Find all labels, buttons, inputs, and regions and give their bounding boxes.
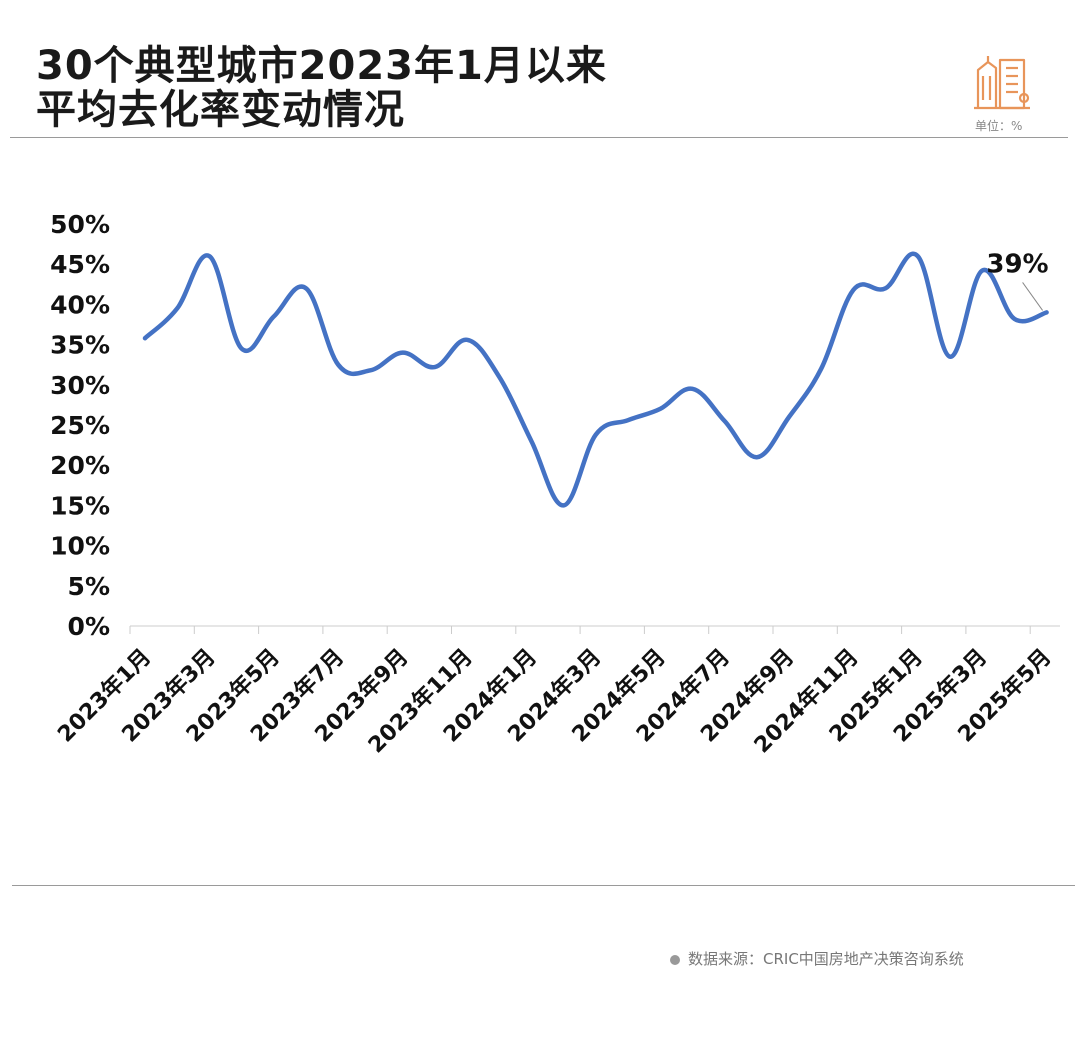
- y-tick-label: 50%: [50, 210, 110, 239]
- line-chart: 0% 5% 10% 15% 20% 25% 30% 35% 40% 45% 50% 2023年1月2…: [50, 210, 1060, 758]
- data-source: 数据来源：CRIC中国房地产决策咨询系统: [670, 948, 964, 969]
- series-line: [142, 251, 1049, 508]
- header-divider: [10, 137, 1068, 138]
- bullet-icon: [670, 954, 680, 965]
- title-line-2: 平均去化率变动情况: [36, 87, 405, 133]
- y-tick-label: 5%: [68, 572, 110, 601]
- annotation-label: 39%: [986, 249, 1048, 279]
- annotation-leader-line: [1022, 282, 1044, 311]
- y-tick-label: 0%: [68, 612, 110, 641]
- y-tick-label: 10%: [50, 532, 110, 561]
- y-tick-label: 20%: [50, 451, 110, 480]
- y-tick-label: 40%: [50, 290, 110, 319]
- y-tick-label: 25%: [50, 411, 110, 440]
- y-tick-label: 15%: [50, 491, 110, 520]
- city-buildings-icon: [974, 56, 1030, 110]
- data-source-text: 数据来源：CRIC中国房地产决策咨询系统: [688, 950, 964, 968]
- y-tick-label: 30%: [50, 371, 110, 400]
- chart-title: 30个典型城市2023年1月以来 平均去化率变动情况: [36, 44, 607, 132]
- footer-divider: [12, 885, 1075, 886]
- series-line-group: [142, 251, 1049, 508]
- y-tick-label: 45%: [50, 250, 110, 279]
- y-tick-label: 35%: [50, 331, 110, 360]
- annotation-group: 39%: [986, 249, 1049, 311]
- title-line-1: 30个典型城市2023年1月以来: [36, 43, 607, 89]
- x-axis: 2023年1月2023年3月2023年5月2023年7月2023年9月2023年…: [53, 625, 1060, 758]
- y-axis: 0% 5% 10% 15% 20% 25% 30% 35% 40% 45% 50%: [50, 210, 110, 641]
- unit-label: 单位：%: [975, 119, 1023, 133]
